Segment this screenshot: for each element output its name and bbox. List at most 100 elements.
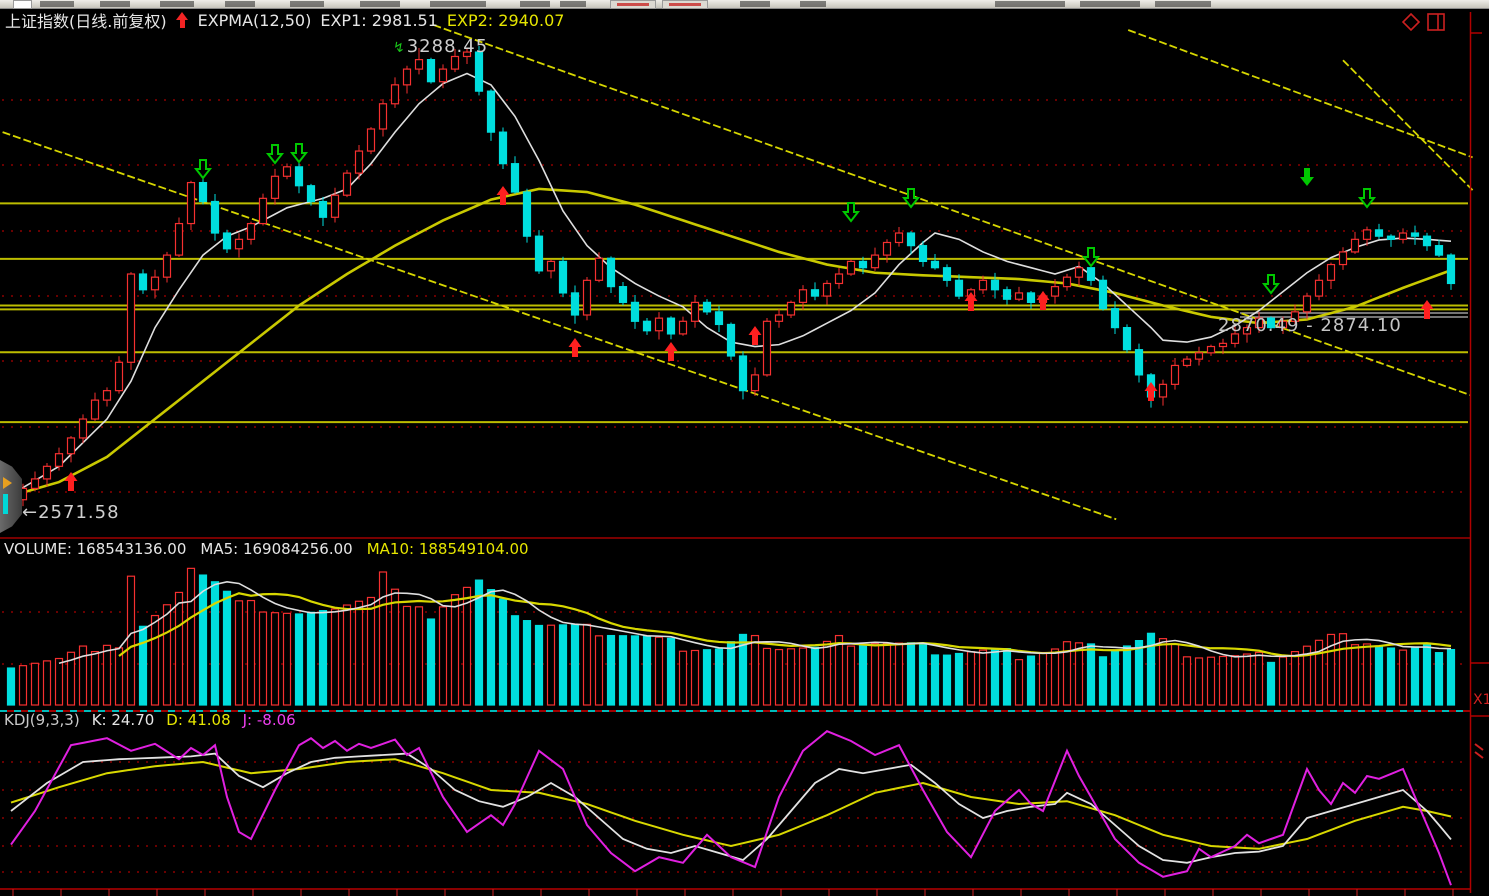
volume-bar-up [1218,655,1228,706]
candle-up [450,55,460,70]
volume-bar-up [402,605,412,706]
volume-header: VOLUME: 168543136.00 MA5: 169084256.00 M… [4,540,529,558]
candle-down [858,260,868,269]
side-panel-tab[interactable] [0,460,22,533]
candle-up [114,361,124,392]
volume-bar-down [474,579,484,706]
volume-bar-up [750,634,760,706]
candle-down [222,232,232,250]
candle-down [1086,267,1096,281]
pane-x1-label: X1 [1473,692,1489,708]
candle-down [642,320,652,332]
volume-bar-up [1158,638,1168,706]
menu-item[interactable] [40,1,74,7]
candle-up [162,254,172,278]
menu-item[interactable] [360,1,400,7]
volume-bar-down [426,618,436,706]
volume-bar-up [282,612,292,706]
buy-signal-arrow [1420,300,1434,319]
buy-signal-arrow [64,472,78,491]
volume-bar-down [318,610,328,706]
candle-up [258,197,268,225]
trend-line [1127,29,1473,159]
menu-item[interactable] [430,1,486,7]
volume-bar-up [54,657,64,706]
candle-up [654,317,664,332]
menubar-strip[interactable] [0,0,1489,9]
volume-bar-up [1170,643,1180,706]
diamond-icon[interactable] [1401,12,1421,32]
volume-bar-down [906,642,916,706]
volume-bar-up [1050,648,1060,706]
split-window-icon[interactable] [1427,13,1445,31]
candle-up [1014,292,1024,300]
volume-ma10-value: MA10: 188549104.00 [366,540,529,558]
candle-down [1434,245,1444,256]
low-price-label: ←2571.58 [22,502,120,523]
volume-bar-down [666,637,676,706]
menu-button[interactable] [662,0,708,9]
buy-signal-arrow [496,186,510,205]
volume-bar-down [534,624,544,706]
buy-signal-arrow [1144,382,1158,401]
candle-up [1398,232,1408,240]
menu-item[interactable] [225,1,255,7]
sell-signal-arrow-solid [1300,168,1314,186]
scroll-mark[interactable] [1474,743,1484,751]
volume-bar-up [1350,644,1360,706]
menu-item[interactable] [290,1,324,7]
candle-down [618,286,628,303]
menu-item[interactable] [160,1,194,7]
candle-up [354,150,364,174]
volume-bar-down [1446,648,1456,706]
menu-item[interactable] [800,1,826,7]
volume-bar-down [558,624,568,706]
volume-bar-down [486,589,496,706]
volume-bar-up [258,611,268,706]
app-logo-icon[interactable] [13,0,32,9]
candle-up [1242,327,1252,335]
volume-bar-down [738,633,748,706]
volume-bar-down [510,615,520,706]
volume-bar-up [246,599,256,706]
candle-up [1326,263,1336,281]
volume-bar-down [954,652,964,706]
candle-up [1074,267,1084,278]
volume-bar-down [1134,639,1144,706]
volume-bar-up [174,591,184,706]
candle-down [630,301,640,322]
candle-down [702,301,712,313]
scroll-mark[interactable] [1474,751,1484,759]
candle-up [690,301,700,322]
candle-up [1254,317,1264,329]
volume-bar-down [990,648,1000,706]
menu-item[interactable] [560,1,586,7]
volume-bar-down [6,667,16,706]
volume-bar-up [1062,641,1072,706]
candle-up [822,282,832,297]
indicator-name: EXPMA(12,50) [197,10,312,30]
candle-down [1122,327,1132,351]
candle-up [234,238,244,250]
volume-bar-up [234,600,244,706]
menu-item[interactable] [1080,1,1140,7]
menu-item[interactable] [100,1,130,7]
menu-button[interactable] [610,0,656,9]
menu-item[interactable] [520,1,550,7]
instrument-title: 上证指数(日线.前复权) [5,12,167,31]
volume-bar-down [522,620,532,706]
volume-bar-down [858,644,868,706]
volume-bar-up [1206,656,1216,706]
menu-item[interactable] [740,1,770,7]
candle-down [522,191,532,237]
volume-bar-down [1374,645,1384,706]
volume-bar-up [78,645,88,706]
volume-bar-up [546,624,556,706]
volume-bar-down [1386,647,1396,706]
menu-item[interactable] [995,1,1065,7]
side-tab-handle [3,494,8,514]
candle-down [738,355,748,392]
menu-item[interactable] [1155,1,1211,7]
